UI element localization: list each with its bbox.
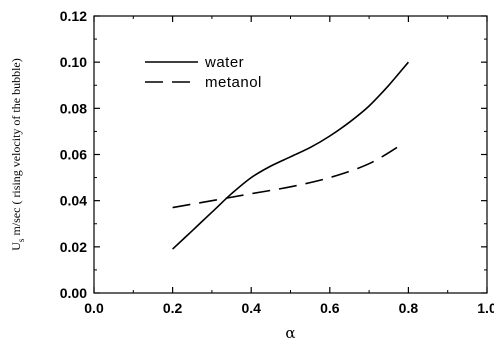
y-axis-label-rest: m/sec ( rising velocity of the bubble) [9,58,23,238]
y-tick-label: 0.00 [60,285,87,301]
y-tick-label: 0.10 [60,54,87,70]
x-axis-label: α [285,324,295,342]
legend-label-metanol: metanol [205,74,262,91]
series-layer [172,61,410,250]
x-axis-ticks: 0.0 0.2 0.4 0.6 0.8 1.0 [84,16,494,316]
y-tick-label: 0.04 [60,193,87,209]
y-tick-label: 0.06 [60,147,87,163]
y-axis-ticks: 0.00 0.02 0.04 0.06 0.08 0.10 0.12 [60,8,487,301]
y-axis-label-subscript: s [16,238,26,242]
legend-label-water: water [204,54,244,71]
x-tick-label: 0.2 [163,300,183,316]
series-line-metanol [172,144,401,209]
y-axis-label-main: U [9,242,23,251]
x-tick-label: 0.4 [241,300,261,316]
x-tick-label: 0.0 [84,300,104,316]
x-tick-label: 0.6 [320,300,340,316]
legend: water metanol [145,54,262,91]
y-tick-label: 0.12 [60,8,87,24]
series-line-water [172,61,410,250]
y-axis-label: Us m/sec ( rising velocity of the bubble… [9,58,26,250]
x-tick-label: 1.0 [477,300,494,316]
plot-frame [93,15,488,294]
y-tick-label: 0.02 [60,239,87,255]
x-tick-label: 0.8 [399,300,419,316]
y-tick-label: 0.08 [60,100,87,116]
plot-border [93,15,488,294]
